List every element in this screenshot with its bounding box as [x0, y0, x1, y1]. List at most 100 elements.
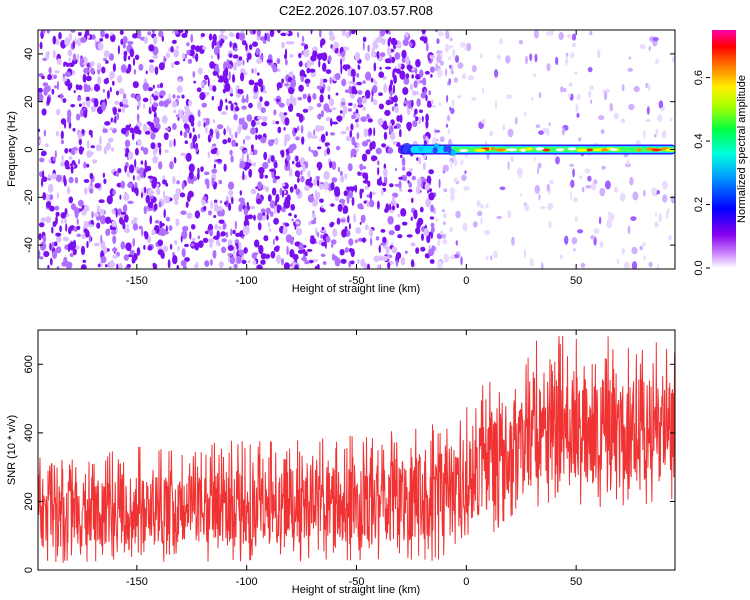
noise-speck — [176, 95, 181, 99]
noise-speck — [220, 231, 226, 237]
noise-speck — [276, 98, 280, 102]
noise-speck — [457, 95, 462, 99]
noise-speck — [234, 220, 237, 230]
noise-speck — [83, 161, 87, 169]
noise-speck — [324, 240, 327, 249]
noise-speck — [419, 109, 423, 113]
noise-speck — [336, 145, 341, 151]
colorbar-tick-label: 0.0 — [693, 260, 705, 275]
noise-speck — [538, 92, 542, 99]
noise-speck — [116, 263, 119, 269]
noise-speck — [358, 65, 361, 70]
noise-speck — [186, 49, 191, 56]
noise-speck — [294, 170, 300, 178]
noise-speck — [387, 147, 394, 154]
noise-speck — [466, 43, 472, 52]
noise-speck — [339, 249, 345, 256]
noise-speck — [76, 96, 82, 102]
noise-speck — [561, 127, 566, 136]
noise-speck — [472, 221, 478, 228]
noise-speck — [534, 184, 540, 194]
noise-speck — [210, 55, 214, 59]
noise-speck — [133, 217, 138, 221]
noise-speck — [110, 32, 113, 36]
noise-speck — [194, 210, 201, 219]
noise-speck — [272, 178, 277, 184]
noise-speck — [384, 109, 391, 116]
noise-speck — [237, 241, 242, 251]
noise-speck — [349, 130, 353, 138]
noise-speck — [285, 59, 288, 66]
noise-speck — [384, 58, 392, 64]
noise-speck — [77, 131, 82, 140]
noise-speck — [608, 211, 611, 218]
noise-speck — [260, 136, 267, 144]
noise-speck — [477, 210, 483, 217]
noise-speck — [628, 56, 632, 60]
noise-speck — [616, 258, 620, 265]
noise-speck — [186, 42, 190, 47]
noise-speck — [232, 229, 236, 235]
noise-speck — [187, 58, 193, 64]
noise-speck — [351, 114, 356, 120]
noise-speck — [217, 210, 223, 217]
noise-speck — [269, 168, 276, 172]
noise-speck — [320, 133, 326, 143]
noise-speck — [524, 203, 530, 212]
noise-speck — [348, 223, 351, 230]
noise-speck — [310, 149, 314, 153]
noise-speck — [572, 197, 578, 203]
noise-speck — [412, 120, 418, 128]
noise-speck — [153, 116, 160, 125]
noise-speck — [418, 116, 422, 125]
noise-speck — [108, 261, 115, 269]
noise-speck — [318, 125, 325, 131]
noise-speck — [45, 143, 49, 148]
noise-speck — [148, 201, 154, 209]
noise-speck — [112, 247, 118, 252]
noise-speck — [64, 217, 67, 224]
noise-speck — [507, 161, 510, 171]
noise-speck — [68, 196, 74, 204]
noise-speck — [463, 185, 470, 191]
noise-speck — [373, 255, 380, 262]
noise-speck — [278, 102, 285, 108]
noise-speck — [390, 131, 396, 141]
noise-speck — [581, 186, 585, 193]
noise-speck — [344, 173, 348, 180]
noise-speck — [160, 223, 165, 227]
noise-speck — [446, 114, 451, 122]
noise-speck — [293, 214, 297, 219]
noise-speck — [362, 106, 366, 111]
noise-speck — [284, 83, 289, 87]
noise-speck — [418, 157, 422, 165]
signal-hotspot — [636, 148, 642, 152]
noise-speck — [361, 188, 364, 193]
noise-speck — [499, 186, 506, 191]
noise-speck — [210, 200, 213, 210]
noise-speck — [377, 34, 383, 44]
noise-speck — [40, 217, 46, 223]
noise-speck — [203, 206, 207, 211]
noise-speck — [163, 132, 169, 141]
noise-speck — [383, 131, 388, 140]
noise-speck — [130, 93, 136, 98]
noise-speck — [369, 199, 375, 208]
noise-speck — [342, 105, 348, 113]
noise-speck — [292, 75, 296, 81]
noise-speck — [376, 264, 381, 269]
noise-speck — [95, 144, 102, 152]
noise-speck — [406, 64, 413, 71]
noise-speck — [371, 191, 376, 195]
noise-speck — [414, 67, 418, 75]
noise-speck — [564, 235, 569, 245]
noise-speck — [559, 254, 563, 260]
noise-speck — [256, 198, 262, 205]
noise-speck — [141, 227, 144, 237]
noise-speck — [370, 237, 373, 247]
noise-speck — [453, 177, 458, 183]
noise-speck — [430, 99, 434, 105]
noise-speck — [485, 255, 489, 261]
noise-speck — [112, 254, 118, 259]
